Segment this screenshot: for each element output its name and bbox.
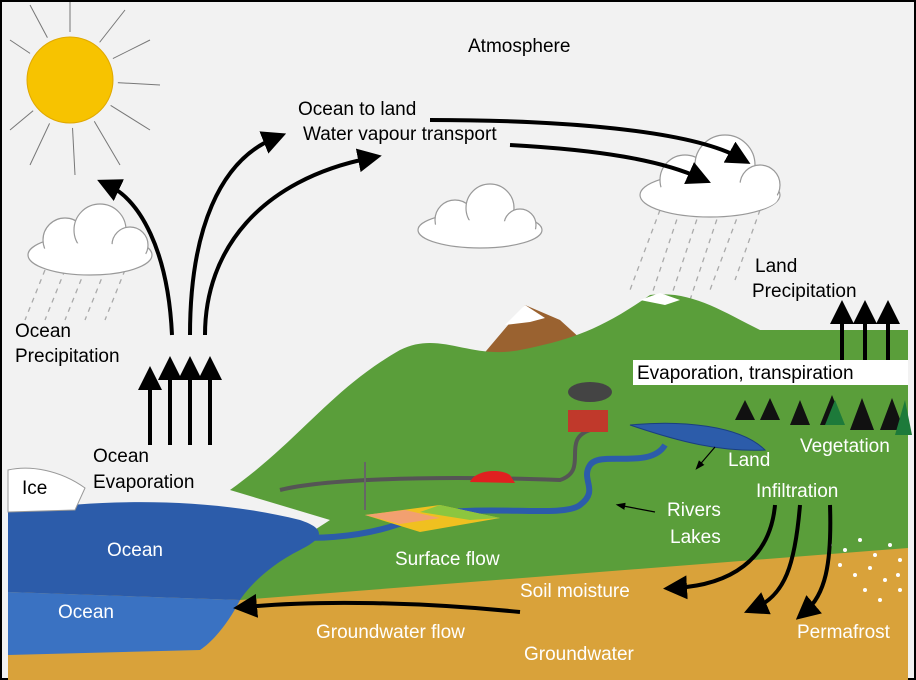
terrain-part-part (838, 563, 842, 567)
label: Groundwater flow (316, 622, 465, 643)
flow-arrows-part (795, 504, 833, 620)
terrain-part (629, 422, 767, 451)
rain-part (629, 209, 661, 291)
terrain-part (470, 470, 515, 483)
label: Ice (22, 478, 47, 499)
flow-arrows-part (429, 118, 751, 164)
flow-arrows-part (509, 143, 711, 185)
flow-arrows-part (743, 504, 802, 615)
terrain-part (8, 502, 319, 600)
terrain-part (735, 395, 904, 430)
terrain-part (8, 540, 908, 680)
label: Permafrost (797, 622, 891, 643)
terrain-part-part (843, 548, 847, 552)
terrain-part (284, 443, 668, 541)
terrain-part-part (896, 573, 900, 577)
label: Atmosphere (468, 36, 570, 57)
terrain-part-part (888, 543, 892, 547)
label: Ocean to land (298, 99, 416, 120)
terrain-part (825, 400, 912, 435)
flow-arrows-part (233, 593, 521, 618)
label: Surface flow (395, 549, 500, 570)
terrain-part-part (863, 588, 867, 592)
label: Rivers (667, 500, 721, 521)
label: Ocean (93, 446, 149, 467)
label: Lakes (670, 527, 721, 548)
cloud-part (646, 181, 778, 215)
label-background (633, 360, 908, 385)
label: Evaporation (93, 472, 194, 493)
rain-part (734, 209, 761, 281)
label: Vegetation (800, 436, 890, 457)
terrain-part (568, 410, 608, 432)
terrain-part (8, 592, 240, 655)
cloud (27, 134, 781, 276)
label: Land (755, 256, 797, 277)
rain-part (64, 269, 86, 321)
flow-arrows (97, 118, 900, 620)
terrain-part (640, 293, 680, 305)
label: Land (728, 450, 770, 471)
rain-part (44, 269, 66, 321)
terrain-part-part (878, 598, 882, 602)
flow-arrows-part (615, 502, 656, 513)
terrain-part-part (898, 558, 902, 562)
terrain-part (7, 467, 86, 513)
label: Ocean (107, 540, 163, 561)
label: Precipitation (15, 346, 120, 367)
terrain-part (279, 428, 591, 492)
terrain-part-part (873, 553, 877, 557)
terrain-part-part (868, 566, 872, 570)
label: Precipitation (752, 281, 857, 302)
label: Ocean (15, 321, 71, 342)
terrain-part (568, 382, 612, 402)
rain-part (24, 269, 46, 321)
terrain-part-part (858, 538, 862, 542)
label: Soil moisture (520, 581, 630, 602)
flow-arrows-part (203, 148, 382, 336)
label: Infiltration (756, 481, 838, 502)
rain-part (104, 269, 126, 321)
sun (9, 2, 161, 176)
flow-arrows-part (663, 504, 777, 600)
terrain-part (420, 505, 500, 520)
flow-arrows-part (188, 131, 287, 336)
rain-part (709, 209, 741, 291)
labels: Atmosphere Ocean to land Water vapour tr… (15, 36, 891, 665)
cloud-part (422, 220, 538, 246)
terrain-part (505, 305, 545, 325)
flow-arrows-part (97, 179, 174, 336)
terrain-part-part (898, 588, 902, 592)
rain-part (84, 269, 106, 321)
flow-arrows-part (695, 446, 716, 470)
cloud-part (32, 243, 148, 273)
rain (24, 209, 761, 321)
terrain-part-part (853, 573, 857, 577)
label: Ocean (58, 602, 114, 623)
sun-part (26, 36, 114, 124)
label: Evaporation, transpiration (637, 363, 854, 384)
terrain-part-part (883, 578, 887, 582)
label: Water vapour transport (303, 124, 497, 145)
label: Groundwater (524, 644, 635, 665)
terrain-part (365, 510, 440, 524)
